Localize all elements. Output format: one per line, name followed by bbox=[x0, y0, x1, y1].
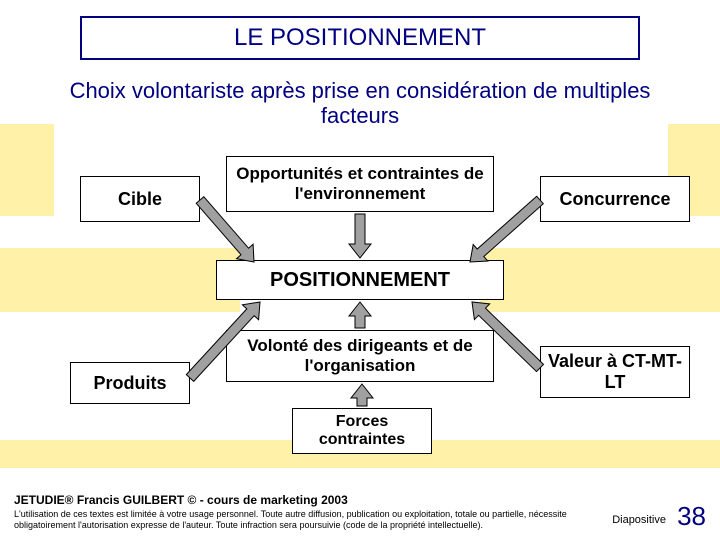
slide-number: 38 bbox=[677, 501, 706, 532]
footer-legal: L'utilisation de ces textes est limitée … bbox=[14, 509, 574, 530]
arrow-volonte bbox=[349, 302, 371, 328]
node-valeur: Valeur à CT-MT-LT bbox=[540, 346, 690, 398]
footer-author: JETUDIE® Francis GUILBERT © - cours de m… bbox=[14, 493, 706, 507]
node-opportunites: Opportunités et contraintes de l'environ… bbox=[226, 156, 494, 212]
bg-block bbox=[0, 248, 240, 312]
node-volonte: Volonté des dirigeants et de l'organisat… bbox=[226, 330, 494, 382]
node-concurrence: Concurrence bbox=[540, 176, 690, 222]
arrow-opportunites bbox=[349, 214, 371, 258]
bg-block bbox=[480, 248, 720, 312]
title-box: LE POSITIONNEMENT bbox=[80, 16, 640, 60]
footer: JETUDIE® Francis GUILBERT © - cours de m… bbox=[14, 493, 706, 530]
slide: LE POSITIONNEMENT Choix volontariste apr… bbox=[0, 0, 720, 540]
node-forces: Forces contraintes bbox=[292, 408, 432, 454]
slide-subtitle: Choix volontariste après prise en consid… bbox=[60, 78, 660, 129]
slide-title: LE POSITIONNEMENT bbox=[234, 24, 486, 52]
slide-number-label: Diapositive bbox=[612, 514, 666, 526]
node-produits: Produits bbox=[70, 362, 190, 404]
node-cible: Cible bbox=[80, 176, 200, 222]
arrow-forces bbox=[351, 384, 373, 406]
bg-block bbox=[0, 124, 54, 216]
node-positionnement: POSITIONNEMENT bbox=[216, 260, 504, 300]
